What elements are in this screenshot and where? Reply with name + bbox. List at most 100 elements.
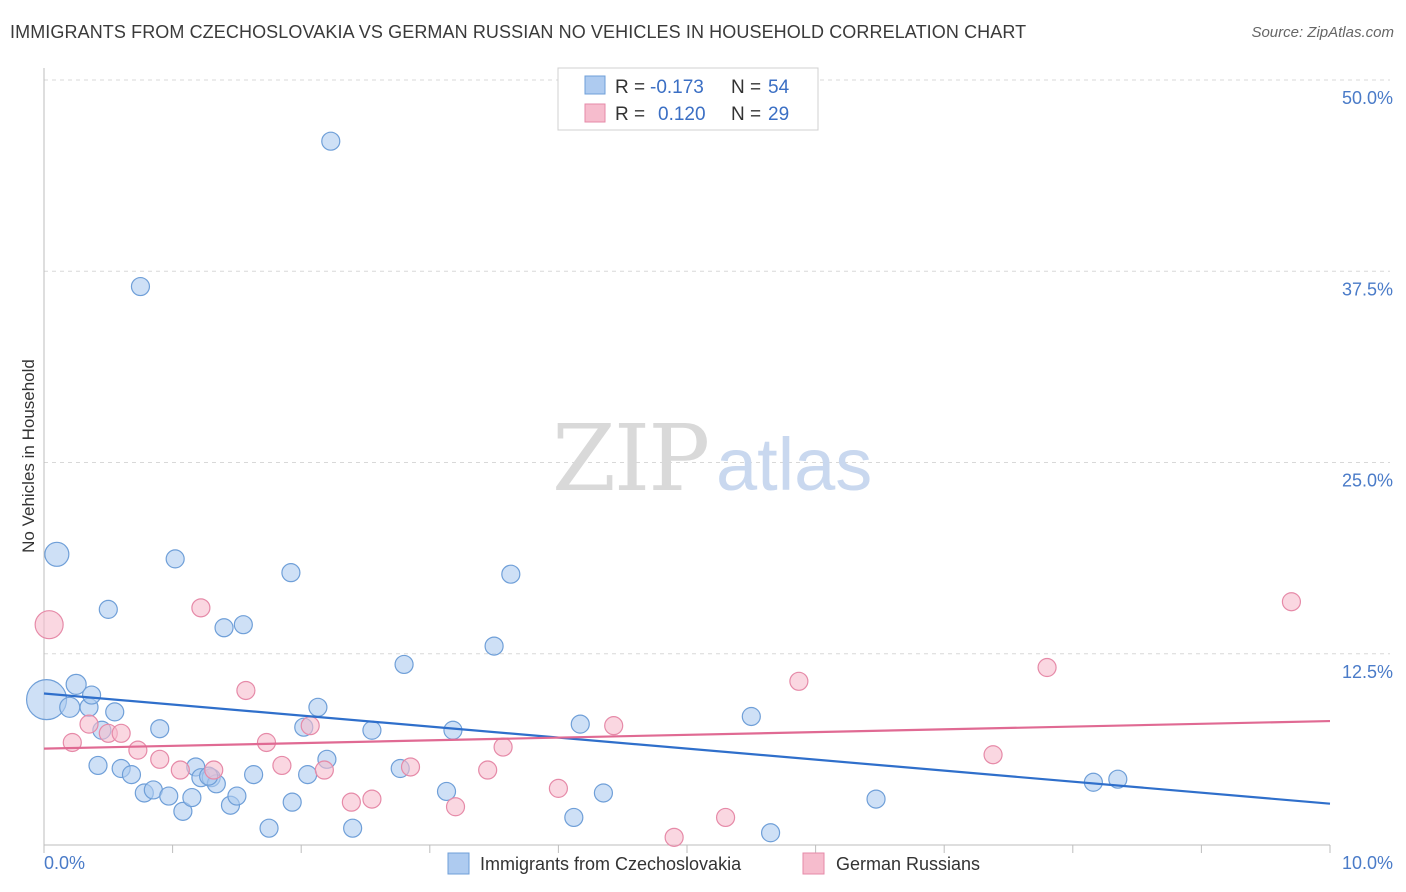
blue-point xyxy=(1108,769,1128,789)
blue-point xyxy=(298,765,318,785)
pink-point xyxy=(300,716,320,736)
pink-point xyxy=(362,789,382,809)
legend-r-value-2: 0.120 xyxy=(658,104,706,125)
series-legend-swatch-pink xyxy=(802,852,825,875)
x-tick-label: 10.0% xyxy=(1342,853,1393,873)
blue-point xyxy=(44,541,70,567)
blue-point xyxy=(343,818,363,838)
blue-point xyxy=(741,706,761,727)
blue-point xyxy=(25,679,68,721)
series-legend: Immigrants from Czechoslovakia German Ru… xyxy=(447,852,980,875)
y-axis-title: No Vehicles in Household xyxy=(19,359,38,553)
series-legend-label-blue: Immigrants from Czechoslovakia xyxy=(480,854,742,874)
x-tick-labels: 0.0% 10.0% xyxy=(44,853,1393,873)
blue-point xyxy=(501,564,521,584)
blue-point xyxy=(760,823,781,843)
data-points xyxy=(25,131,1302,847)
pink-point xyxy=(128,740,148,760)
pink-point xyxy=(604,716,624,736)
pink-point xyxy=(548,778,569,798)
pink-point xyxy=(111,723,131,743)
pink-point xyxy=(256,732,277,753)
legend-n-label-1: N = xyxy=(731,77,761,98)
pink-point xyxy=(204,760,224,780)
blue-point xyxy=(233,615,253,635)
pink-point xyxy=(789,671,809,691)
pink-point xyxy=(150,749,170,769)
legend-n-value-2: 29 xyxy=(768,104,789,125)
pink-point xyxy=(400,757,421,777)
pink-point xyxy=(478,760,498,780)
pink-point xyxy=(1281,592,1302,612)
blue-point xyxy=(443,720,463,740)
legend-r-label-1: R = xyxy=(615,77,645,98)
blue-point xyxy=(593,783,614,803)
blue-point xyxy=(59,696,81,718)
blue-point xyxy=(484,636,504,656)
watermark-atlas: atlas xyxy=(716,423,872,506)
blue-point xyxy=(564,807,584,828)
blue-point xyxy=(436,781,457,802)
blue-point xyxy=(150,719,170,739)
blue-point xyxy=(244,765,264,785)
blue-point xyxy=(105,702,125,722)
pink-point xyxy=(314,760,334,780)
pink-point xyxy=(341,792,361,812)
blue-point xyxy=(130,276,151,297)
trend-line-german-russians xyxy=(43,719,1331,750)
pink-point xyxy=(79,714,99,734)
blue-point xyxy=(570,714,590,734)
blue-point xyxy=(98,599,118,619)
blue-point xyxy=(121,765,142,785)
blue-point xyxy=(165,549,185,569)
watermark-zip: ZIP xyxy=(552,405,708,512)
legend-swatch-blue xyxy=(584,75,606,95)
legend-box: R = -0.173 N = 54 R = 0.120 N = 29 xyxy=(557,67,819,131)
gridlines xyxy=(44,79,1390,655)
trend-line-czechoslovakia xyxy=(43,692,1331,805)
y-tick-label: 12.5% xyxy=(1342,662,1393,682)
pink-point xyxy=(1037,657,1057,678)
legend-n-label-2: N = xyxy=(731,104,761,125)
series-legend-swatch-blue xyxy=(447,852,470,875)
blue-point xyxy=(81,685,102,705)
y-tick-label: 37.5% xyxy=(1342,279,1393,299)
pink-point xyxy=(236,680,256,701)
pink-point xyxy=(715,807,736,828)
pink-point xyxy=(664,827,684,847)
pink-point xyxy=(493,737,513,757)
blue-point xyxy=(182,787,202,808)
blue-point xyxy=(173,801,193,821)
x-tick-label: 0.0% xyxy=(44,853,85,873)
source-note: Source: ZipAtlas.com xyxy=(1251,24,1394,41)
blue-point xyxy=(65,673,87,695)
legend-r-value-1: -0.173 xyxy=(650,77,704,98)
blue-point xyxy=(866,789,886,809)
blue-point xyxy=(159,786,179,806)
y-tick-label: 50.0% xyxy=(1342,88,1393,108)
watermark: ZIP atlas xyxy=(552,405,872,512)
blue-point xyxy=(394,654,414,675)
pink-point xyxy=(191,598,211,618)
blue-point xyxy=(227,786,247,806)
blue-point xyxy=(321,131,341,151)
chart-title: IMMIGRANTS FROM CZECHOSLOVAKIA VS GERMAN… xyxy=(10,22,1027,42)
pink-point xyxy=(34,610,64,640)
pink-point xyxy=(170,760,190,780)
legend-swatch-pink xyxy=(584,103,606,123)
series-legend-label-pink: German Russians xyxy=(836,854,980,874)
trend-lines xyxy=(43,692,1331,805)
blue-point xyxy=(259,818,279,838)
pink-point xyxy=(983,745,1003,765)
legend-r-label-2: R = xyxy=(615,104,645,125)
blue-point xyxy=(362,720,382,740)
y-tick-labels: 12.5% 25.0% 37.5% 50.0% xyxy=(1342,88,1393,682)
legend-n-value-1: 54 xyxy=(768,77,790,98)
blue-point xyxy=(308,697,328,717)
blue-point xyxy=(281,563,301,583)
pink-point xyxy=(445,797,466,817)
blue-point xyxy=(88,755,108,776)
blue-point xyxy=(214,618,234,638)
y-tick-label: 25.0% xyxy=(1342,471,1393,491)
